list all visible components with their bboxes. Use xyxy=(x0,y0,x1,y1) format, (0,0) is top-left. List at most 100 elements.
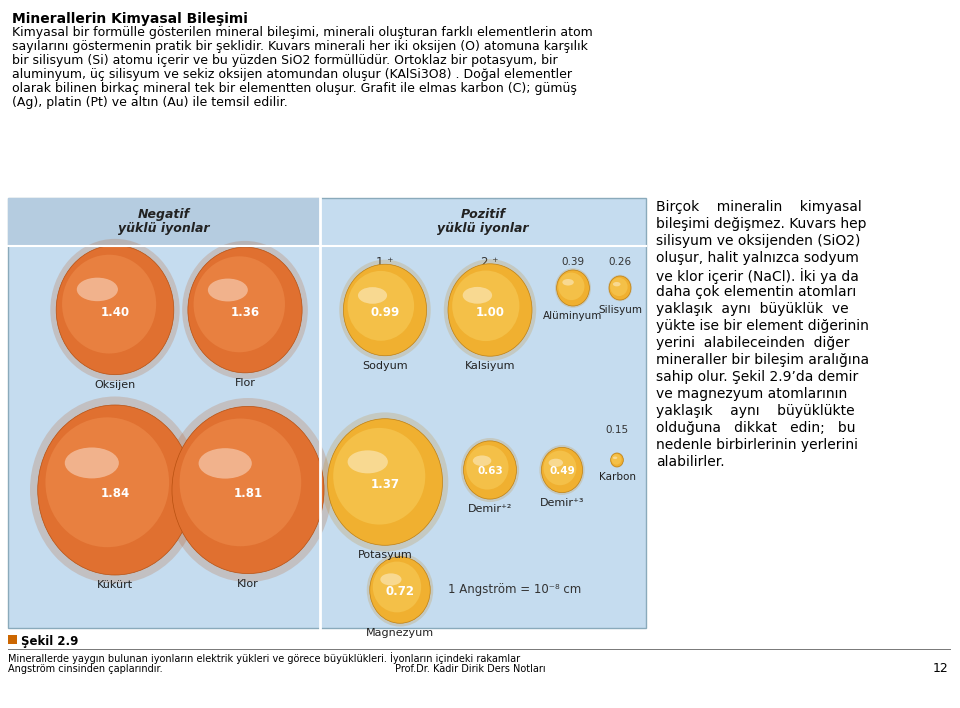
Ellipse shape xyxy=(463,287,492,304)
Text: Klor: Klor xyxy=(237,578,259,588)
Ellipse shape xyxy=(563,279,574,285)
Ellipse shape xyxy=(37,405,192,575)
Text: bir silisyum (Si) atomu içerir ve bu yüzden SiO2 formüllüdür. Ortoklaz bir potas: bir silisyum (Si) atomu içerir ve bu yüz… xyxy=(12,54,558,67)
Text: 2 ⁺: 2 ⁺ xyxy=(481,256,498,269)
Text: Angström cinsinden çaplarındır.: Angström cinsinden çaplarındır. xyxy=(8,664,162,674)
Text: Kükürt: Kükürt xyxy=(97,580,133,590)
Text: 1.37: 1.37 xyxy=(371,479,399,491)
Ellipse shape xyxy=(30,396,200,583)
Text: Karbon: Karbon xyxy=(598,472,636,482)
Ellipse shape xyxy=(322,412,448,552)
Text: mineraller bir bileşim aralığına: mineraller bir bileşim aralığına xyxy=(656,353,869,367)
Text: 0.72: 0.72 xyxy=(386,585,415,598)
Text: 0.49: 0.49 xyxy=(549,466,575,476)
Ellipse shape xyxy=(327,418,443,545)
Text: ve magnezyum atomlarının: ve magnezyum atomlarının xyxy=(656,387,848,401)
Text: Sodyum: Sodyum xyxy=(362,361,408,371)
Ellipse shape xyxy=(610,452,624,467)
Ellipse shape xyxy=(208,278,248,302)
Ellipse shape xyxy=(612,282,620,286)
Ellipse shape xyxy=(611,453,623,467)
Text: 2 ⁻: 2 ⁻ xyxy=(107,256,124,269)
Ellipse shape xyxy=(557,270,589,306)
Text: aluminyum, üç silisyum ve sekiz oksijen atomundan oluşur (KAlSi3O8) . Doğal elem: aluminyum, üç silisyum ve sekiz oksijen … xyxy=(12,68,572,81)
Text: Şekil 2.9: Şekil 2.9 xyxy=(21,635,79,648)
Ellipse shape xyxy=(199,448,252,479)
Text: sahip olur. Şekil 2.9’da demir: sahip olur. Şekil 2.9’da demir xyxy=(656,370,858,384)
Ellipse shape xyxy=(609,276,631,300)
Text: oluşur, halit yalnızca sodyum: oluşur, halit yalnızca sodyum xyxy=(656,251,859,265)
Ellipse shape xyxy=(372,561,421,612)
Ellipse shape xyxy=(194,256,285,353)
FancyBboxPatch shape xyxy=(8,635,17,644)
Ellipse shape xyxy=(348,450,388,474)
Text: 0.99: 0.99 xyxy=(371,306,399,319)
Text: Oksijen: Oksijen xyxy=(94,379,135,389)
Text: alabilirler.: alabilirler. xyxy=(656,455,725,469)
Ellipse shape xyxy=(182,241,308,379)
Ellipse shape xyxy=(344,264,426,355)
Text: yaklaşık  aynı  büyüklük  ve: yaklaşık aynı büyüklük ve xyxy=(656,302,849,316)
FancyBboxPatch shape xyxy=(8,198,646,628)
Text: yerini  alabileceinden  diğer: yerini alabileceinden diğer xyxy=(656,336,850,350)
Text: Negatif: Negatif xyxy=(138,208,190,221)
Ellipse shape xyxy=(367,554,433,627)
Text: nedenle birbirlerinin yerlerini: nedenle birbirlerinin yerlerini xyxy=(656,438,858,452)
Text: Silisyum: Silisyum xyxy=(598,305,642,315)
Ellipse shape xyxy=(164,398,331,582)
Text: Minerallerin Kimyasal Bileşimi: Minerallerin Kimyasal Bileşimi xyxy=(12,12,248,26)
Ellipse shape xyxy=(333,428,425,525)
Text: Minerallerde yaygın bulunan iyonların elektrik yükleri ve görece büyüklükleri. İ: Minerallerde yaygın bulunan iyonların el… xyxy=(8,652,520,664)
Ellipse shape xyxy=(555,268,591,308)
Text: 1 ⁻: 1 ⁻ xyxy=(236,256,253,269)
Text: Alüminyum: Alüminyum xyxy=(543,311,603,321)
Ellipse shape xyxy=(540,445,585,495)
Ellipse shape xyxy=(467,445,509,489)
Text: 0.15: 0.15 xyxy=(606,425,629,435)
Ellipse shape xyxy=(77,278,118,301)
Text: Flor: Flor xyxy=(234,378,255,388)
Ellipse shape xyxy=(380,573,401,586)
Text: 0.26: 0.26 xyxy=(609,257,632,267)
Text: Demir⁺³: Demir⁺³ xyxy=(540,498,585,508)
Text: 1.36: 1.36 xyxy=(230,307,259,319)
Ellipse shape xyxy=(358,287,387,304)
Ellipse shape xyxy=(339,260,431,360)
Text: yüklü iyonlar: yüklü iyonlar xyxy=(437,222,529,235)
Text: ve klor içerir (NaCl). İki ya da: ve klor içerir (NaCl). İki ya da xyxy=(656,268,859,284)
Text: Potasyum: Potasyum xyxy=(358,550,413,560)
Text: sayılarını göstermenin pratik bir şeklidir. Kuvars minerali her iki oksijen (O) : sayılarını göstermenin pratik bir şeklid… xyxy=(12,40,588,53)
Ellipse shape xyxy=(461,438,519,502)
Text: yüklü iyonlar: yüklü iyonlar xyxy=(118,222,209,235)
Text: Birçok    mineralin    kimyasal: Birçok mineralin kimyasal xyxy=(656,200,862,214)
Text: daha çok elementin atomları: daha çok elementin atomları xyxy=(656,285,856,299)
Text: 1.81: 1.81 xyxy=(233,487,263,501)
Ellipse shape xyxy=(448,264,532,356)
Text: 0.39: 0.39 xyxy=(562,257,585,267)
Text: olarak bilinen birkaç mineral tek bir elementten oluşur. Grafit ile elmas karbon: olarak bilinen birkaç mineral tek bir el… xyxy=(12,82,577,95)
Ellipse shape xyxy=(543,451,576,485)
Text: olduğuna   dikkat   edin;   bu: olduğuna dikkat edin; bu xyxy=(656,421,855,435)
Text: 1.84: 1.84 xyxy=(101,487,130,501)
Ellipse shape xyxy=(370,556,430,623)
Ellipse shape xyxy=(612,457,617,459)
Text: Demir⁺²: Demir⁺² xyxy=(468,504,513,514)
Text: 1.40: 1.40 xyxy=(101,307,130,319)
Text: Magnezyum: Magnezyum xyxy=(366,628,434,639)
Text: 1 ⁺: 1 ⁺ xyxy=(376,256,394,269)
FancyBboxPatch shape xyxy=(8,198,320,246)
Text: Kalsiyum: Kalsiyum xyxy=(465,361,516,371)
Ellipse shape xyxy=(45,417,169,547)
Text: Prof.Dr. Kadir Dirik Ders Notları: Prof.Dr. Kadir Dirik Ders Notları xyxy=(395,664,545,674)
Ellipse shape xyxy=(444,259,537,361)
Text: 12: 12 xyxy=(932,662,948,675)
Text: silisyum ve oksijenden (SiO2): silisyum ve oksijenden (SiO2) xyxy=(656,234,860,248)
Text: (Ag), platin (Pt) ve altın (Au) ile temsil edilir.: (Ag), platin (Pt) ve altın (Au) ile tems… xyxy=(12,96,288,109)
Ellipse shape xyxy=(348,271,414,341)
Ellipse shape xyxy=(464,441,516,499)
Text: bileşimi değişmez. Kuvars hep: bileşimi değişmez. Kuvars hep xyxy=(656,217,867,231)
Ellipse shape xyxy=(612,454,621,464)
Ellipse shape xyxy=(611,278,628,296)
Text: 1 Angström = 10⁻⁸ cm: 1 Angström = 10⁻⁸ cm xyxy=(448,583,581,597)
Ellipse shape xyxy=(548,459,563,467)
